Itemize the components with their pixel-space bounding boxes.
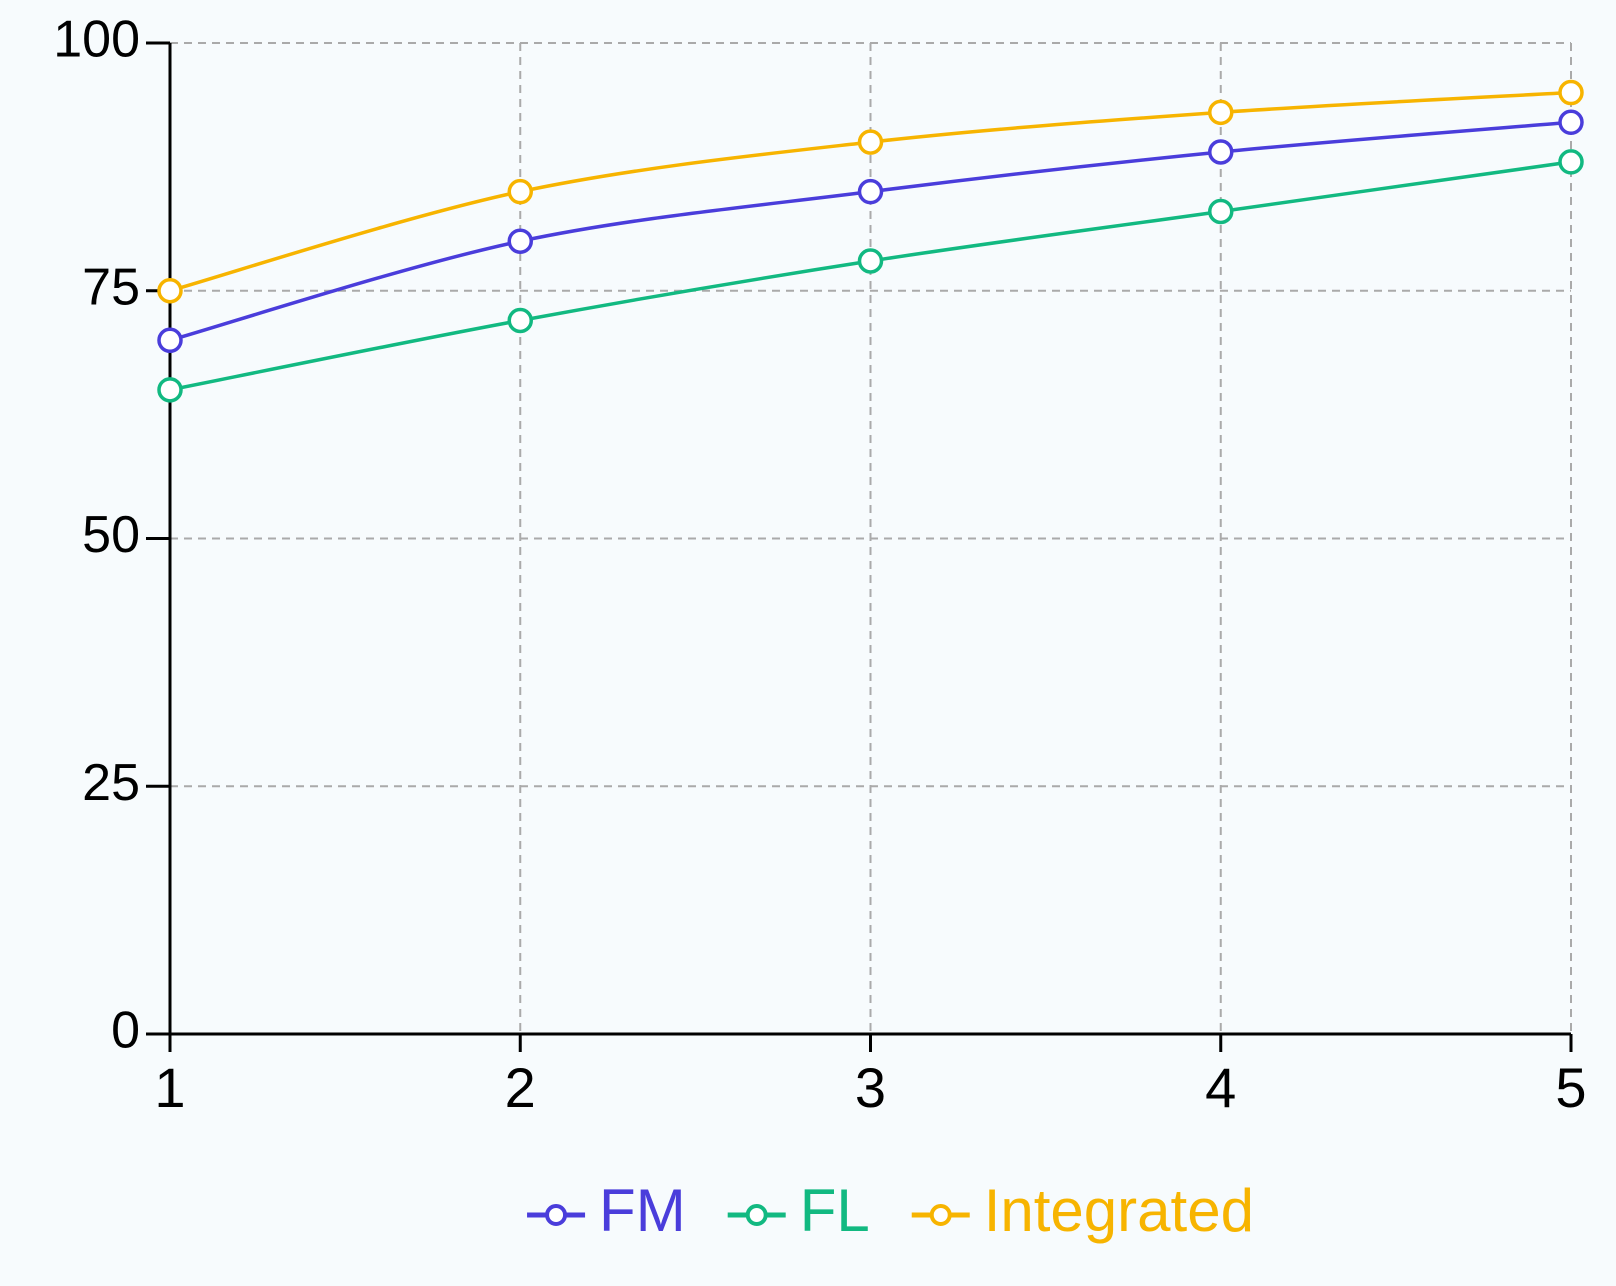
legend-marker [929, 1204, 952, 1226]
y-tick-label: 0 [111, 1002, 140, 1060]
point [1208, 99, 1234, 126]
y-tick-label: 75 [82, 258, 140, 316]
point [507, 178, 533, 205]
point [1558, 149, 1584, 175]
point [157, 377, 183, 403]
point [157, 278, 183, 304]
point [857, 248, 884, 274]
y-tick-label: 50 [82, 506, 140, 564]
point [1558, 79, 1584, 106]
point [1208, 139, 1234, 165]
legend-label: FM [599, 1177, 686, 1244]
point [1558, 109, 1584, 136]
point [857, 129, 884, 155]
legend-item: Integrated [911, 1177, 1254, 1244]
x-tick-label: 2 [505, 1056, 536, 1119]
x-tick-label: 5 [1555, 1056, 1586, 1119]
x-tick-label: 1 [154, 1056, 185, 1119]
legend-item: FL [727, 1177, 870, 1244]
point [857, 178, 884, 205]
point [1208, 198, 1234, 225]
point [157, 327, 183, 354]
legend-marker [745, 1204, 768, 1226]
legend-label: Integrated [984, 1177, 1254, 1244]
point [507, 307, 533, 334]
x-tick-label: 4 [1205, 1056, 1236, 1119]
point [507, 228, 533, 254]
legend-label: FL [800, 1177, 870, 1244]
y-tick-label: 100 [53, 11, 140, 69]
legend-marker [545, 1204, 568, 1226]
legend: FM FL Integrated [527, 1177, 1254, 1244]
y-tick-label: 25 [82, 754, 140, 812]
legend-item: FM [527, 1177, 686, 1244]
x-tick-label: 3 [855, 1056, 886, 1119]
